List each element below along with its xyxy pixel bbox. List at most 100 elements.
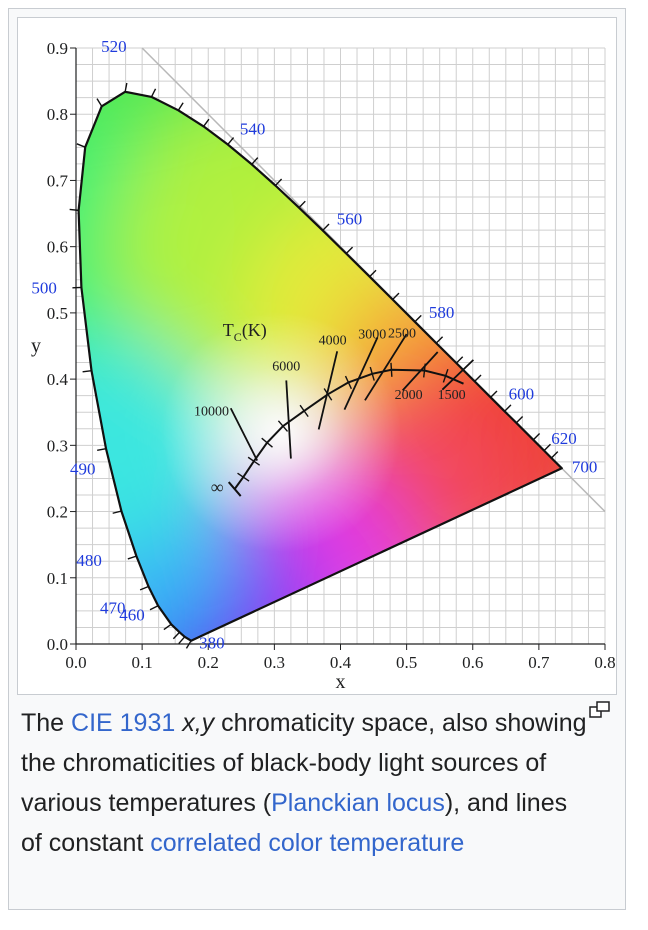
planckian-tick (390, 362, 393, 377)
wavelength-label-500: 500 (31, 278, 57, 297)
magnify-clip-icon[interactable] (589, 701, 611, 719)
figure-thumbnail: 0.0 0.1 0.2 0.3 0.4 0.5 0.6 0.7 0.8 0.0 0.1 0.2 0.3 0… (8, 8, 626, 910)
wavelength-tick (322, 223, 330, 231)
planckian-tick (299, 404, 309, 418)
spectral-locus (69, 82, 563, 649)
cct-label-6000: 6000 (272, 360, 300, 375)
planckian-locus: ∞ 10000 6000 4000 3000 2500 2000 1500 TC(K) (194, 320, 475, 497)
x-tick-label: 0.5 (396, 653, 417, 672)
wavelength-tick (177, 102, 184, 111)
locus-infinity-label: ∞ (211, 477, 224, 497)
wavelength-tick (202, 118, 210, 127)
cct-label-4000: 4000 (319, 334, 347, 349)
wavelength-tick (543, 443, 551, 452)
wavelength-tick (124, 82, 128, 92)
planckian-tick (442, 368, 449, 383)
wavelength-tick (435, 336, 444, 344)
y-tick-label: 0.4 (47, 370, 69, 389)
x-tick-label: 0.8 (594, 653, 615, 672)
wavelength-tick (127, 555, 137, 560)
x-tick-label: 0.6 (462, 653, 483, 672)
x-tick-label: 0.0 (65, 653, 86, 672)
planckian-tick (344, 375, 353, 390)
wavelength-tick (504, 404, 512, 412)
wavelength-label-380: 380 (199, 634, 225, 653)
wavelength-tick (298, 200, 306, 209)
x-tick-label: 0.1 (132, 653, 153, 672)
wavelength-tick (455, 356, 464, 364)
cct-line-6000 (285, 380, 292, 459)
locus-end-cap (227, 481, 242, 497)
x-tick-label: 0.3 (264, 653, 285, 672)
tc-title: TC(K) (223, 320, 267, 344)
wavelength-tick (69, 208, 79, 212)
caption-text: chromaticity space, also showing the chr… (21, 709, 587, 817)
cie-1931-link[interactable]: CIE 1931 (71, 709, 176, 737)
y-tick-label: 0.0 (47, 635, 68, 654)
x-tick-label: 0.4 (330, 653, 352, 672)
wavelength-tick (178, 636, 186, 645)
cct-label-10000: 10000 (194, 405, 229, 420)
y-tick-label: 0.8 (47, 105, 68, 124)
planckian-tick (247, 456, 261, 466)
wavelength-label-460: 460 (119, 605, 145, 624)
planckian-locus-link[interactable]: Planckian locus (271, 789, 445, 817)
wavelength-tick (251, 157, 259, 165)
wavelength-label-560: 560 (337, 209, 363, 228)
caption-xy: x,y (182, 709, 215, 737)
planckian-tick (369, 366, 375, 381)
wavelength-tick (532, 432, 541, 441)
gamut-fill (78, 91, 562, 641)
wavelength-tick (274, 178, 283, 187)
wavelength-label-540: 540 (240, 119, 266, 138)
wavelength-tick (490, 390, 498, 398)
spectral-locus-curve (77, 90, 563, 642)
wavelength-label-620: 620 (551, 429, 577, 448)
planckian-tick (261, 437, 273, 448)
y-tick-label: 0.6 (47, 238, 68, 257)
correlated-color-temperature-link[interactable]: correlated color temperature (150, 829, 465, 857)
wavelength-tick (474, 374, 482, 382)
axes: 0.0 0.1 0.2 0.3 0.4 0.5 0.6 0.7 0.8 0.0 0.1 0.2 0.3 0… (31, 39, 616, 693)
cct-label-2500: 2500 (388, 326, 416, 341)
y-tick-label: 0.3 (47, 436, 68, 455)
wavelength-label-490: 490 (70, 460, 96, 479)
wavelength-tick (139, 585, 149, 591)
wavelength-tick (82, 370, 92, 373)
wavelength-tick (227, 137, 235, 145)
wavelength-label-470: 470 (100, 599, 126, 618)
cct-line-2000 (401, 351, 439, 391)
wavelength-tick (112, 510, 122, 514)
wavelength-tick (185, 640, 192, 649)
wavelength-tick (392, 292, 400, 301)
chart-image[interactable]: 0.0 0.1 0.2 0.3 0.4 0.5 0.6 0.7 0.8 0.0 0.1 0.2 0.3 0… (17, 17, 617, 695)
color-blob (78, 335, 220, 556)
wavelength-tick (149, 605, 159, 611)
x-tick-label: 0.2 (198, 653, 219, 672)
wavelength-tick (172, 631, 181, 640)
figure-caption: The CIE 1931 x,y chromaticity space, als… (21, 703, 591, 863)
x-axis-label: x (336, 671, 346, 693)
cct-line-3000 (343, 337, 379, 410)
wavelength-label-480: 480 (76, 551, 102, 570)
planckian-tick (277, 420, 289, 432)
wavelength-label-600: 600 (509, 384, 535, 403)
wavelength-tick (550, 451, 559, 459)
wavelength-tick (96, 98, 103, 107)
y-tick-label: 0.2 (47, 503, 68, 522)
caption-text: The (21, 709, 72, 737)
planckian-tick (237, 472, 250, 482)
wavelength-tick (369, 269, 377, 278)
cct-label-3000: 3000 (358, 328, 386, 343)
y-tick-label: 0.1 (47, 569, 68, 588)
wavelength-tick (163, 623, 172, 631)
cct-label-2000: 2000 (395, 388, 423, 403)
wavelength-tick (150, 88, 157, 98)
y-tick-label: 0.9 (47, 39, 68, 58)
cct-line-1500 (441, 359, 475, 391)
cct-line-4000 (317, 351, 339, 430)
caption-text: ), and lines of constant (21, 789, 568, 857)
wavelength-label-580: 580 (429, 303, 455, 322)
wavelength-tick (414, 314, 422, 323)
